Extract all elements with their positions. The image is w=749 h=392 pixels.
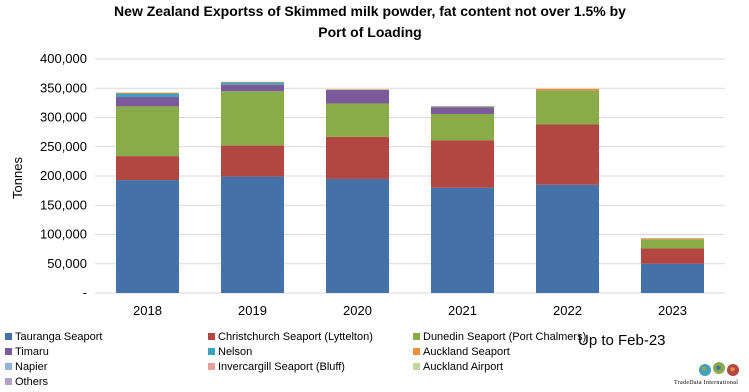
bar-segment <box>326 178 389 293</box>
legend-swatch <box>413 333 420 340</box>
bar-segment <box>221 145 284 177</box>
legend-swatch <box>208 363 215 370</box>
legend-label: Others <box>15 376 49 388</box>
legend-swatch <box>208 348 215 355</box>
y-tick-label: 100,000 <box>40 227 87 242</box>
legend-swatch <box>5 378 12 385</box>
y-tick-label: 300,000 <box>40 110 87 125</box>
legend-label: Dunedin Seaport (Port Chalmers) <box>423 331 586 343</box>
legend-label: Invercargill Seaport (Bluff) <box>218 361 345 373</box>
legend-label: Christchurch Seaport (Lyttelton) <box>218 331 373 343</box>
y-tick-label: 50,000 <box>47 256 87 271</box>
legend-label: Napier <box>15 361 48 373</box>
legend-item: Timaru <box>5 346 49 358</box>
y-tick-label: 350,000 <box>40 80 87 95</box>
bar-segment <box>116 156 179 181</box>
legend-item: Invercargill Seaport (Bluff) <box>208 361 345 373</box>
bar-segment <box>221 176 284 293</box>
bar-segment <box>536 88 599 91</box>
y-tick-label: 250,000 <box>40 139 87 154</box>
bars <box>116 81 704 293</box>
legend-item: Dunedin Seaport (Port Chalmers) <box>413 331 586 343</box>
chart-title: New Zealand Exportss of Skimmed milk pow… <box>114 3 626 40</box>
x-axis-ticks: 2018 2019 2020 2021 2022 2023 <box>133 303 687 318</box>
y-tick-label: - <box>83 285 87 300</box>
bar-segment <box>326 136 389 179</box>
date-note-value: Feb-23 <box>618 332 666 349</box>
bar-segment <box>431 113 494 141</box>
bar-segment <box>536 184 599 293</box>
legend-swatch <box>413 348 420 355</box>
globe-icon <box>699 362 739 376</box>
bar-segment <box>116 92 179 94</box>
y-axis-label: Tonnes <box>10 157 25 199</box>
legend-swatch <box>413 363 420 370</box>
legend-swatch <box>5 333 12 340</box>
bar-segment <box>116 97 179 107</box>
legend-item: Napier <box>5 361 48 373</box>
x-tick-label: 2020 <box>343 303 372 318</box>
legend-label: Tauranga Seaport <box>15 331 102 343</box>
bar-segment <box>431 106 494 107</box>
bar-segment <box>221 84 284 92</box>
bar-segment <box>536 90 599 125</box>
brand-logo: TradeData International <box>674 362 739 386</box>
legend-label: Timaru <box>15 346 49 358</box>
x-tick-label: 2018 <box>133 303 162 318</box>
bar-segment <box>536 124 599 185</box>
y-tick-label: 400,000 <box>40 51 87 66</box>
bar-segment <box>221 82 284 85</box>
legend-label: Auckland Airport <box>423 361 503 373</box>
bar-segment <box>431 106 494 108</box>
legend-item: Nelson <box>208 346 252 358</box>
x-tick-label: 2023 <box>658 303 687 318</box>
legend-item: Others <box>5 376 49 388</box>
legend: Tauranga Seaport Christchurch Seaport (Ly… <box>5 331 586 388</box>
bar-segment <box>641 238 704 240</box>
y-axis-ticks: - 50,000 100,000 150,000 200,000 250,000 300,0… <box>40 51 87 300</box>
bar-segment <box>431 187 494 293</box>
bar-segment <box>221 81 284 83</box>
legend-item: Tauranga Seaport <box>5 331 102 343</box>
legend-item: Christchurch Seaport (Lyttelton) <box>208 331 373 343</box>
date-note-prefix: Up to <box>578 332 614 349</box>
legend-label: Auckland Seaport <box>423 346 510 358</box>
brand-name: TradeData International <box>674 380 738 386</box>
bar-segment <box>116 93 179 98</box>
bar-segment <box>641 248 704 264</box>
bar-segment <box>221 91 284 146</box>
gridlines <box>95 58 725 294</box>
bar-segment <box>326 89 389 91</box>
y-tick-label: 150,000 <box>40 197 87 212</box>
legend-item: Auckland Airport <box>413 361 503 373</box>
legend-label: Nelson <box>218 346 252 358</box>
x-tick-label: 2022 <box>553 303 582 318</box>
bar-segment <box>326 103 389 137</box>
legend-swatch <box>208 333 215 340</box>
bar-segment <box>116 106 179 157</box>
chart-title-line-2: Port of Loading <box>318 24 421 40</box>
bar-segment <box>641 239 704 249</box>
bar-segment <box>116 180 179 293</box>
bar-segment <box>431 107 494 114</box>
bar-segment <box>431 140 494 188</box>
legend-swatch <box>5 363 12 370</box>
bar-segment <box>641 263 704 293</box>
date-note: Up to Feb-23 <box>578 332 666 349</box>
legend-item: Auckland Seaport <box>413 346 510 358</box>
x-tick-label: 2019 <box>238 303 267 318</box>
bar-segment <box>326 90 389 104</box>
x-tick-label: 2021 <box>448 303 477 318</box>
y-tick-label: 200,000 <box>40 168 87 183</box>
chart-title-line-1: New Zealand Exportss of Skimmed milk pow… <box>114 3 626 19</box>
legend-swatch <box>5 348 12 355</box>
